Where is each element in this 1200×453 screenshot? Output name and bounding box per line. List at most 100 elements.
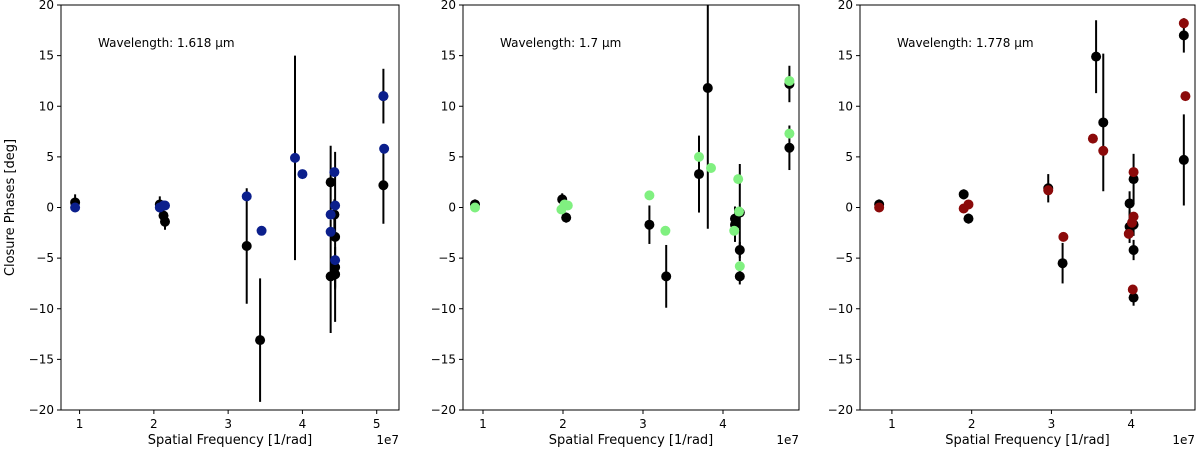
x-tick-label: 2	[559, 417, 567, 431]
model-point	[644, 190, 655, 201]
observed-point	[1128, 174, 1139, 185]
model-point	[734, 261, 745, 272]
x-offset-label: 1e7	[1172, 433, 1195, 447]
observed-point	[661, 271, 672, 282]
model-point	[1127, 284, 1138, 295]
y-tick-label: −5	[835, 251, 853, 265]
y-tick-label: 5	[448, 150, 456, 164]
model-point	[1178, 18, 1189, 29]
x-tick-label: 4	[719, 417, 727, 431]
model-point	[694, 151, 704, 162]
observed-point	[963, 213, 974, 224]
observed-point	[1091, 51, 1102, 62]
model-point	[874, 202, 885, 213]
observed-point	[1178, 154, 1189, 165]
y-axis-label: Closure Phases [deg]	[3, 139, 18, 276]
x-offset-label: 1e7	[376, 433, 399, 447]
x-tick-label: 3	[639, 417, 647, 431]
observed-point	[1124, 198, 1135, 209]
model-point	[734, 206, 744, 217]
y-tick-label: −10	[828, 302, 853, 316]
data-layer	[70, 55, 390, 402]
model-point	[160, 200, 170, 211]
y-tick-label: 20	[838, 0, 853, 12]
observed-point	[561, 212, 572, 223]
model-point	[70, 202, 81, 213]
observed-point	[734, 245, 745, 256]
y-tick-label: −10	[29, 302, 54, 316]
model-point	[330, 200, 341, 211]
x-tick-label: 5	[373, 417, 381, 431]
y-tick-label: −20	[828, 403, 853, 417]
chart-panel-3: −20 −15 −10 −5 0 5 10 15 20 1 2 3 4 1e7 Spatial Freque…	[828, 0, 1196, 448]
model-point	[1128, 167, 1139, 178]
y-tick-label: 15	[838, 49, 853, 63]
x-tick-label: 1	[76, 417, 84, 431]
observed-point	[694, 169, 704, 180]
x-offset-label: 1e7	[776, 433, 799, 447]
model-point	[1058, 231, 1069, 242]
model-point	[963, 199, 974, 210]
y-tick-label: −15	[828, 352, 853, 366]
model-point	[325, 209, 336, 220]
y-tick-label: −5	[36, 251, 54, 265]
x-tick-label: 1	[888, 417, 896, 431]
wavelength-annotation: Wavelength: 1.618 μm	[98, 36, 235, 50]
plot-frame	[859, 4, 1196, 411]
plot-frame	[60, 4, 400, 411]
observed-point	[1098, 117, 1109, 128]
observed-point	[330, 262, 341, 273]
model-point	[256, 225, 267, 236]
chart-panel-2: −20 −15 −10 −5 0 5 10 15 20 1 2 3 4 1e7 Spatial Freque…	[431, 0, 800, 448]
y-tick-label: −20	[431, 403, 456, 417]
y-tick-label: −20	[29, 403, 54, 417]
model-point	[1087, 133, 1098, 144]
y-tick-label: 0	[845, 201, 853, 215]
model-point	[706, 163, 716, 174]
y-tick-label: 5	[46, 150, 54, 164]
model-point	[729, 225, 740, 236]
model-point	[379, 143, 390, 154]
y-tick-label: −15	[29, 352, 54, 366]
model-point	[784, 75, 795, 86]
model-point	[470, 202, 480, 213]
model-point	[1128, 211, 1139, 222]
model-point	[784, 128, 795, 139]
y-tick-label: 15	[441, 49, 456, 63]
y-tick-label: −10	[431, 302, 456, 316]
model-point	[1123, 228, 1134, 239]
observed-point	[330, 269, 341, 280]
x-axis-label: Spatial Frequency [1/rad]	[549, 433, 714, 448]
x-tick-label: 1	[479, 417, 487, 431]
x-tick-label: 3	[224, 417, 232, 431]
model-point	[290, 152, 300, 163]
data-layer	[874, 18, 1191, 306]
plot-frame	[462, 4, 800, 411]
observed-point	[325, 177, 336, 188]
model-point	[330, 255, 341, 266]
model-point	[297, 169, 308, 180]
model-point	[325, 226, 336, 237]
y-tick-label: 0	[448, 201, 456, 215]
data-layer	[470, 5, 795, 308]
x-tick-label: 3	[1048, 417, 1056, 431]
observed-point	[644, 219, 655, 230]
y-tick-label: −15	[431, 352, 456, 366]
observed-point	[1128, 292, 1139, 303]
y-tick-label: 10	[441, 99, 456, 113]
y-tick-label: −5	[438, 251, 456, 265]
y-tick-label: 20	[39, 0, 54, 12]
y-tick-label: 15	[39, 49, 54, 63]
model-point	[660, 225, 671, 236]
x-tick-label: 2	[968, 417, 976, 431]
observed-point	[160, 216, 170, 227]
model-point	[1098, 145, 1109, 156]
observed-point	[241, 240, 252, 251]
wavelength-annotation: Wavelength: 1.7 μm	[500, 36, 621, 50]
model-point	[1180, 91, 1191, 102]
y-tick-label: 10	[838, 99, 853, 113]
wavelength-annotation: Wavelength: 1.778 μm	[897, 36, 1034, 50]
model-point	[1043, 185, 1054, 196]
y-tick-label: 20	[441, 0, 456, 12]
